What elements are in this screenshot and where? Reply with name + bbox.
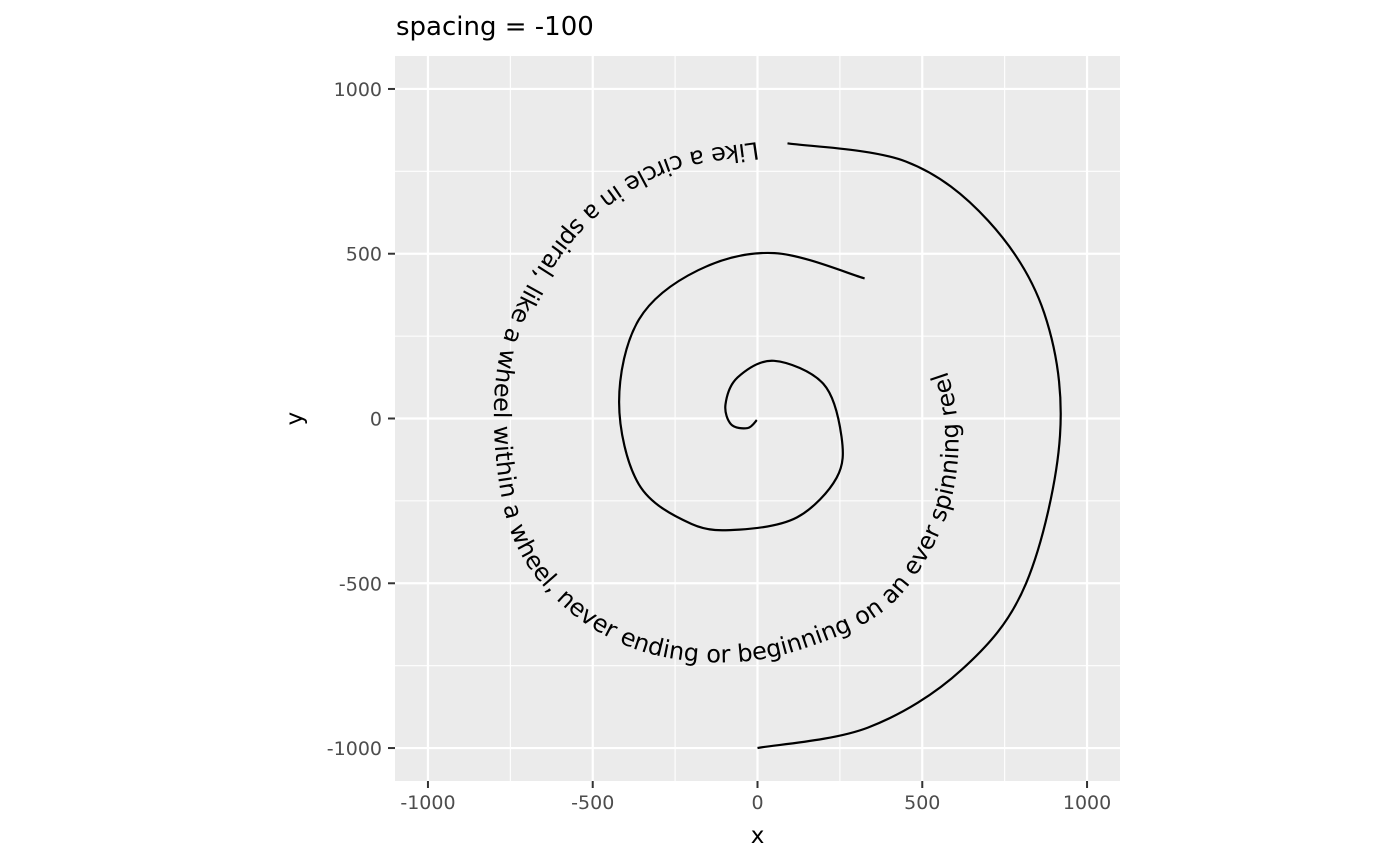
x-tick-label: 0 (751, 792, 763, 814)
y-tick-label: 500 (346, 244, 382, 266)
spiral-line-segment-2 (617, 251, 865, 532)
x-tick-label: 500 (904, 792, 940, 814)
y-tick-label: -1000 (327, 738, 382, 760)
y-tick-label: -500 (339, 573, 382, 595)
x-tick-label: -1000 (400, 792, 455, 814)
x-tick-label: -500 (571, 792, 614, 814)
axes: -1000 -500 0 500 1000 1000 500 0 -500 -1000 (327, 79, 1111, 814)
x-axis-title: x (751, 823, 765, 849)
chart-title: spacing = -100 (396, 12, 594, 42)
y-tick-label: 0 (370, 409, 382, 431)
series-layer (617, 142, 1062, 750)
x-tick-label: 1000 (1063, 792, 1111, 814)
spiral-line-segment-1 (757, 142, 1062, 750)
y-axis-title: y (282, 412, 308, 426)
y-tick-label: 1000 (334, 79, 382, 101)
